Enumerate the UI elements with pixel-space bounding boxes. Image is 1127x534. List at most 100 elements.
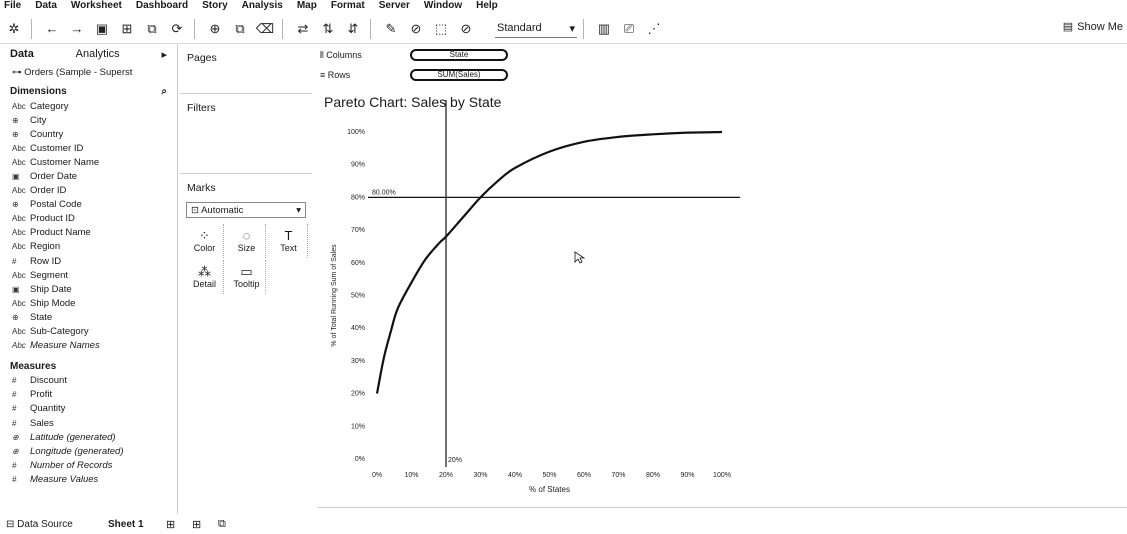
field-item[interactable]: Abc Measure Names — [0, 339, 177, 353]
field-item[interactable]: # Quantity — [0, 402, 177, 416]
fix-axes-icon[interactable]: ⊘ — [460, 20, 472, 36]
menu-item-server[interactable]: Server — [378, 0, 410, 11]
presentation-mode-icon[interactable]: ⎚ — [623, 20, 635, 36]
fit-dropdown[interactable]: Standard ▾ — [495, 20, 577, 38]
field-item[interactable]: Abc Sub-Category — [0, 325, 177, 339]
field-item[interactable]: Abc Ship Mode — [0, 296, 177, 310]
color-icon: ⁘ — [199, 228, 210, 243]
field-item[interactable]: ⊕ City — [0, 113, 177, 127]
show-cards-icon[interactable]: ▥ — [597, 20, 611, 36]
mark-button-label: Tooltip — [233, 279, 260, 289]
field-name: Sales — [30, 417, 54, 429]
pause-updates-icon[interactable]: ⧉ — [147, 20, 157, 36]
sheet-tab[interactable]: Sheet 1 — [108, 518, 144, 530]
duplicate-sheet-icon[interactable]: ⧉ — [235, 20, 245, 36]
save-icon[interactable]: ▣ — [95, 20, 109, 36]
field-item[interactable]: ▣ Ship Date — [0, 282, 177, 296]
field-item[interactable]: Abc Order ID — [0, 184, 177, 198]
field-item[interactable]: Abc Product ID — [0, 212, 177, 226]
rows-shelf[interactable]: ≡ Rows SUM(Sales) — [318, 66, 1127, 84]
field-item[interactable]: ⊕ Postal Code — [0, 198, 177, 212]
field-type-icon: Abc — [12, 157, 26, 167]
field-item[interactable]: # Profit — [0, 388, 177, 402]
new-story-icon[interactable]: ⧉ — [218, 517, 226, 530]
filters-card[interactable]: Filters — [180, 94, 312, 174]
labels-icon[interactable]: ⬚ — [434, 20, 448, 36]
rows-pill[interactable]: SUM(Sales) — [410, 69, 508, 81]
pane-menu-icon[interactable]: ▸ — [161, 49, 167, 61]
field-type-icon: # — [12, 418, 17, 428]
field-item[interactable]: ⊕ Latitude (generated) — [0, 430, 177, 444]
datasource-name: Orders (Sample - Superst — [24, 67, 133, 78]
mark-button-color[interactable]: ⁘ Color — [186, 224, 224, 258]
menu-item-window[interactable]: Window — [423, 0, 463, 11]
share-icon[interactable]: ⋰ — [647, 20, 661, 36]
new-dashboard-icon[interactable]: ⊞ — [192, 518, 202, 531]
new-worksheet-icon[interactable]: ⊕ — [209, 20, 221, 36]
menu-item-map[interactable]: Map — [296, 0, 317, 11]
menu-item-file[interactable]: File — [4, 0, 22, 11]
menu-item-help[interactable]: Help — [476, 0, 498, 11]
new-data-source-icon[interactable]: ⊞ — [121, 20, 133, 36]
field-name: State — [30, 311, 53, 323]
field-item[interactable]: ⊕ Country — [0, 127, 177, 141]
field-item[interactable]: ⊕ State — [0, 310, 177, 324]
menu-item-dashboard[interactable]: Dashboard — [135, 0, 189, 11]
field-item[interactable]: Abc Category — [0, 99, 177, 113]
mark-button-text[interactable]: T Text — [270, 224, 308, 258]
redo-icon[interactable]: → — [70, 21, 84, 36]
run-update-icon[interactable]: ⟳ — [171, 20, 183, 36]
mark-button-size[interactable]: ◌ Size — [228, 224, 266, 258]
datasource-item[interactable]: ⊶ Orders (Sample - Superst — [0, 61, 177, 78]
field-item[interactable]: ⊕ Longitude (generated) — [0, 444, 177, 458]
mark-type-dropdown[interactable]: ⊡ Automatic ▾ — [186, 202, 306, 218]
tab-analytics[interactable]: Analytics — [75, 48, 120, 60]
sort-ascending-icon[interactable]: ⇅ — [322, 20, 334, 36]
field-type-icon: ⊕ — [12, 129, 19, 139]
swap-rows-columns-icon[interactable]: ⇄ — [297, 20, 309, 36]
tab-data[interactable]: Data — [10, 48, 34, 60]
reference-line-label: 20% — [448, 457, 462, 464]
rows-shelf-label: ≡ Rows — [320, 70, 351, 80]
field-item[interactable]: Abc Product Name — [0, 226, 177, 240]
mark-type-value: Automatic — [201, 204, 244, 216]
field-item[interactable]: ▣ Order Date — [0, 169, 177, 183]
show-me-button[interactable]: ▤ Show Me — [1063, 20, 1123, 34]
mark-button-detail[interactable]: ⁂ Detail — [186, 260, 224, 294]
field-name: Order Date — [30, 171, 77, 183]
highlight-icon[interactable]: ✎ — [385, 20, 397, 36]
undo-icon[interactable]: ← — [45, 21, 59, 36]
new-worksheet-icon[interactable]: ⊞ — [166, 518, 176, 531]
data-source-tab[interactable]: ⊟ Data Source — [6, 518, 73, 530]
dimensions-header: Dimensions ⌕ — [0, 78, 177, 99]
tableau-logo-icon[interactable]: ✲ — [8, 20, 20, 36]
clear-sheet-icon[interactable]: ⌫ — [255, 20, 275, 36]
menu-item-analysis[interactable]: Analysis — [241, 0, 283, 11]
show-me-label: Show Me — [1077, 20, 1123, 33]
columns-pill[interactable]: State — [410, 49, 508, 61]
field-item[interactable]: # Discount — [0, 374, 177, 388]
field-item[interactable]: Abc Region — [0, 240, 177, 254]
field-item[interactable]: # Measure Values — [0, 472, 177, 486]
menu-item-worksheet[interactable]: Worksheet — [70, 0, 122, 11]
field-item[interactable]: # Number of Records — [0, 458, 177, 472]
field-item[interactable]: # Row ID — [0, 254, 177, 268]
pages-card[interactable]: Pages — [180, 44, 312, 94]
x-tick-label: 90% — [680, 472, 694, 479]
menu-item-format[interactable]: Format — [330, 0, 365, 11]
group-icon[interactable]: ⊘ — [410, 20, 422, 36]
field-name: Postal Code — [30, 199, 82, 211]
mark-button-label: Size — [237, 243, 256, 253]
field-item[interactable]: Abc Segment — [0, 268, 177, 282]
sort-descending-icon[interactable]: ⇵ — [347, 20, 359, 36]
columns-shelf[interactable]: ⫴ Columns State — [318, 46, 1127, 64]
field-item[interactable]: # Sales — [0, 416, 177, 430]
field-name: Customer Name — [30, 156, 100, 168]
field-item[interactable]: Abc Customer Name — [0, 155, 177, 169]
mark-button-tooltip[interactable]: ▭ Tooltip — [228, 260, 266, 294]
field-item[interactable]: Abc Customer ID — [0, 141, 177, 155]
data-pane: Data Analytics ▸ ⊶ Orders (Sample - Supe… — [0, 44, 178, 514]
search-icon[interactable]: ⌕ — [161, 86, 167, 97]
menu-item-data[interactable]: Data — [35, 0, 57, 11]
menu-item-story[interactable]: Story — [202, 0, 228, 11]
